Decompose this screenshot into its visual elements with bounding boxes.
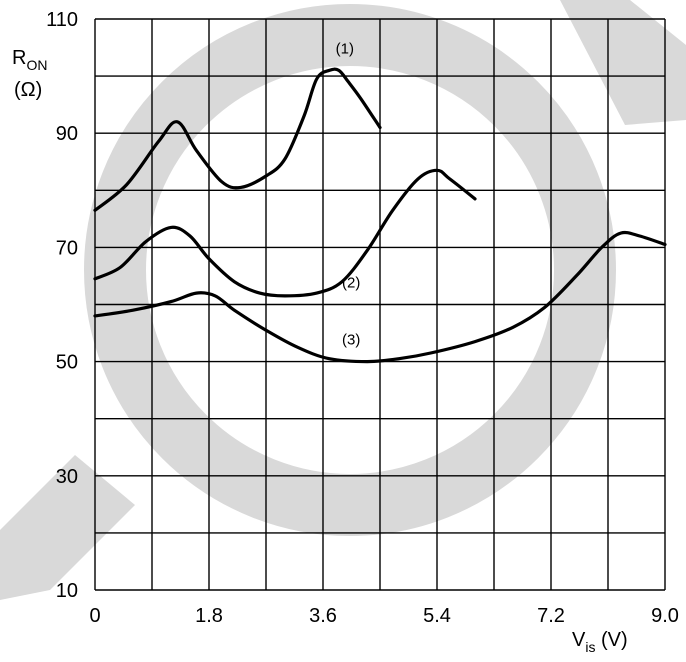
watermark-bar-right (560, 0, 686, 125)
x-tick-label: 7.2 (537, 605, 565, 627)
series-line-2 (93, 168, 477, 298)
x-tick-label: 5.4 (423, 605, 451, 627)
series-line-1 (93, 67, 382, 212)
x-tick-label: 1.8 (195, 605, 223, 627)
watermark-bar-left (0, 455, 135, 600)
series-label-1: (1) (336, 40, 354, 57)
series-label-3: (3) (342, 331, 360, 348)
y-tick-label: 90 (56, 123, 78, 145)
y-tick-label: 70 (56, 237, 78, 259)
chart-series-labels: (1) (2) (3) (336, 40, 361, 348)
watermark (0, 0, 686, 600)
chart-grid (94, 18, 666, 591)
y-tick-label: 10 (56, 580, 78, 602)
chart-tick-labels: 10 30 50 70 90 110 0 1.8 3.6 5.4 7.2 9.0 (46, 9, 679, 627)
y-tick-label: 110 (46, 9, 78, 31)
watermark-ring (84, 4, 616, 536)
y-axis-label: RON (12, 47, 47, 73)
x-axis-label: Vis (V) (572, 629, 628, 655)
series-line-3 (93, 230, 667, 364)
x-tick-label: 0 (89, 605, 100, 627)
y-tick-label: 50 (56, 352, 78, 374)
x-tick-label: 3.6 (309, 605, 337, 627)
y-tick-label: 30 (56, 466, 78, 488)
series-label-2: (2) (342, 274, 360, 291)
chart-curves (93, 67, 667, 364)
y-axis-unit: (Ω) (14, 79, 42, 101)
x-tick-label: 9.0 (651, 605, 679, 627)
